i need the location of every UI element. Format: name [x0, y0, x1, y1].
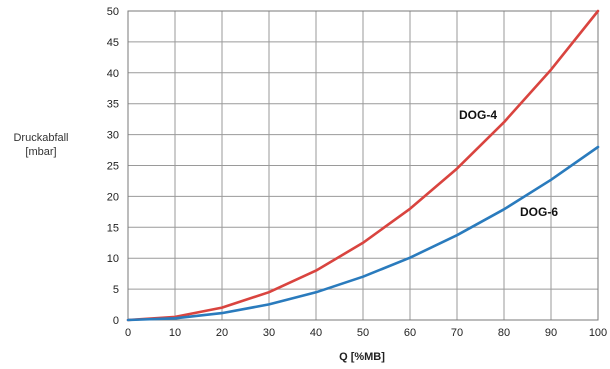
x-tick-label-10: 10 — [169, 327, 181, 339]
y-tick-label-30: 30 — [107, 130, 119, 142]
x-tick-label-60: 60 — [404, 327, 416, 339]
x-tick-label-20: 20 — [216, 327, 228, 339]
y-axis-label-line-2: [mbar] — [25, 146, 57, 158]
x-axis-label: Q [%MB] — [339, 351, 385, 363]
y-tick-label-25: 25 — [107, 161, 119, 173]
x-tick-label-40: 40 — [310, 327, 322, 339]
x-tick-label-80: 80 — [498, 327, 510, 339]
series-line-dog-4 — [126, 9, 600, 322]
x-tick-label-30: 30 — [263, 327, 275, 339]
x-tick-label-70: 70 — [451, 327, 463, 339]
series-label-dog-4: DOG-4 — [459, 108, 497, 122]
y-tick-label-35: 35 — [107, 99, 119, 111]
series-labels: DOG-4 DOG-6 — [459, 108, 558, 219]
series-lines — [126, 9, 600, 322]
x-tick-label-100: 100 — [589, 327, 607, 339]
series-line-dog-6 — [126, 145, 600, 322]
y-tick-label-20: 20 — [107, 191, 119, 203]
y-tick-label-5: 5 — [113, 284, 119, 296]
x-tick-label-90: 90 — [545, 327, 557, 339]
y-axis-label: Druckabfall [mbar] — [0, 131, 82, 159]
y-axis-label-line-1: Druckabfall — [13, 132, 69, 144]
y-tick-label-15: 15 — [107, 222, 119, 234]
y-tick-label-50: 50 — [107, 6, 119, 18]
grid — [127, 10, 599, 321]
y-tick-label-10: 10 — [107, 253, 119, 265]
plot-frame — [127, 10, 599, 321]
x-tick-label-0: 0 — [125, 327, 131, 339]
y-tick-label-45: 45 — [107, 37, 119, 49]
y-tick-label-40: 40 — [107, 68, 119, 80]
series-label-dog-6: DOG-6 — [520, 205, 558, 219]
x-tick-label-50: 50 — [357, 327, 369, 339]
y-tick-label-0: 0 — [113, 315, 119, 327]
tick-labels: 0 10 20 30 40 50 60 70 80 90 100 0 5 10 15 20 25 30 35 40 45… — [107, 6, 607, 339]
